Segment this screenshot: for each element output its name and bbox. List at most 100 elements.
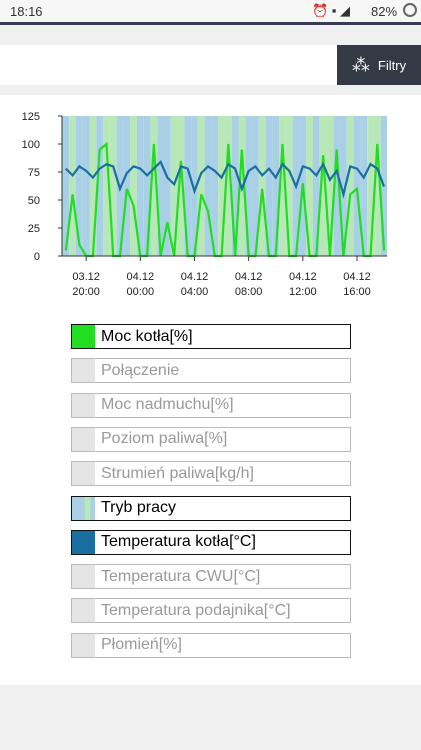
mode-band [319,116,327,256]
mode-band [231,116,239,256]
mode-band [164,116,171,256]
legend-swatch [72,462,95,486]
battery: 82% [371,4,398,19]
x-tick-time: 08:00 [235,286,263,298]
mode-band [258,116,266,256]
legend-item[interactable]: Temperatura kotła[°C] [71,529,351,555]
mode-band [367,116,374,256]
legend-swatch [72,427,95,451]
mode-band [333,116,341,256]
mode-band [157,116,165,256]
mode-band [136,116,144,256]
filter-label: Filtry [377,57,407,73]
legend-label: Temperatura kotła[°C] [101,533,256,551]
chart: 0 25 50 75 100 125 03.12 20:00 04.12 00:00 04.12 04… [22,111,387,298]
x-tick-time: 12:00 [289,286,317,298]
legend-label: Moc kotła[%] [101,327,193,345]
status-bar: 18:16 ⏰ ▪ ◢ 82% [0,0,421,25]
legend-swatch [72,359,95,383]
legend-label: Poziom paliwa[%] [101,430,228,448]
mode-band [211,116,219,256]
mode-band [130,116,137,256]
mode-band [170,116,178,256]
mode-band [177,116,185,256]
y-tick-label: 50 [28,195,40,207]
legend-label: Moc nadmuchu[%] [101,396,234,414]
mode-band [103,116,110,256]
legend-swatch [72,565,95,589]
mode-band [218,116,225,256]
legend-label: Temperatura CWU[°C] [101,567,261,585]
mode-band [346,116,354,256]
mode-band [326,116,334,256]
x-tick-date: 04.12 [127,271,155,283]
mode-band [204,116,212,256]
mode-band [245,116,253,256]
y-tick-label: 125 [22,111,40,123]
mode-band [109,116,117,256]
mode-band [69,116,76,256]
mode-band [143,116,151,256]
legend-item[interactable]: Moc nadmuchu[%] [71,392,351,418]
filter-icon: ⁂ [351,54,370,75]
y-tick-label: 100 [22,139,40,151]
mode-band [224,116,232,256]
legend-label: Tryb pracy [101,499,176,516]
mode-band [272,116,280,256]
filter-button[interactable]: ⁂ Filtry [337,45,421,85]
legend-item[interactable]: Połączenie [71,358,351,384]
mode-band [75,116,83,256]
mode-band [197,116,205,256]
x-tick-time: 00:00 [127,286,155,298]
y-tick-label: 0 [34,251,40,263]
legend-swatch [72,599,95,623]
mode-band [62,116,70,256]
x-tick-date: 04.12 [181,271,209,283]
mode-band [285,116,293,256]
x-tick-date: 04.12 [235,271,263,283]
legend-label: Połączenie [101,361,180,379]
y-tick-label: 25 [28,223,40,235]
mode-band [373,116,381,256]
legend-label: Strumień paliwa[kg/h] [101,464,254,482]
legend-swatch [72,530,95,554]
x-tick-date: 04.12 [343,271,371,283]
mode-band [279,116,286,256]
legend-item[interactable]: Płomień[%] [71,632,351,658]
mode-band [306,116,313,256]
mode-band [184,116,192,256]
legend-item[interactable]: Temperatura CWU[°C] [71,564,351,590]
legend-item[interactable]: Moc kotła[%] [71,324,351,349]
mode-band [340,116,347,256]
legend-swatch [72,496,95,520]
x-tick-time: 20:00 [72,286,100,298]
y-tick-label: 75 [28,167,40,179]
legend-label: Temperatura podajnika[°C] [101,601,291,619]
mode-band [89,116,97,256]
x-tick-date: 04.12 [289,271,317,283]
legend-item[interactable]: Strumień paliwa[kg/h] [71,461,351,487]
series-line [65,160,386,199]
battery-icon [403,3,417,17]
mode-band [252,116,259,256]
legend-swatch [72,325,95,348]
legend-item[interactable]: Tryb pracy [71,495,351,521]
header: ⁂ Filtry [0,45,421,85]
legend-swatch [72,393,95,417]
mode-band [191,116,198,256]
x-tick-time: 04:00 [181,286,209,298]
legend-item[interactable]: Temperatura podajnika[°C] [71,598,351,624]
mode-band [360,116,368,256]
mode-band [96,116,104,256]
mode-band [82,116,90,256]
x-tick-date: 03.12 [72,271,100,283]
x-tick-time: 16:00 [343,286,371,298]
mode-band [123,116,131,256]
mode-band [265,116,273,256]
legend-label: Płomień[%] [101,636,182,654]
mode-band [150,116,158,256]
legend-item[interactable]: Poziom paliwa[%] [71,426,351,452]
mode-band [353,116,361,256]
mode-band [312,116,320,256]
